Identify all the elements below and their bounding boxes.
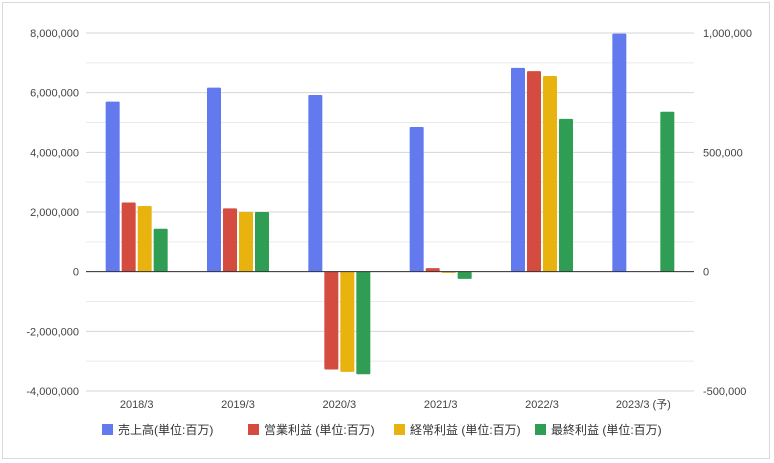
bar-4-1 [153,228,168,272]
bar-2-1 [121,202,136,272]
bar-1-2 [207,87,221,272]
x-tick-label: 2021/3 [424,399,458,411]
left-tick-label: -2,000,000 [26,326,79,338]
bar-2-4 [425,268,440,272]
bar-2-3 [324,271,339,370]
legend-swatch [535,424,546,435]
bar-3-3 [340,271,355,372]
bar-2-5 [527,71,541,272]
right-tick-label: 1,000,000 [703,28,752,40]
right-tick-label: 0 [703,267,709,279]
x-axis-ticks: 2018/3 2019/3 2020/3 2021/3 2022/3 2023/3 (予) [120,398,671,411]
bar-3-5 [543,75,557,272]
legend-label: 最終利益 (単位:百万) [551,422,662,437]
left-tick-label: -4,000,000 [26,386,79,398]
bar-1-6 [612,33,627,272]
legend-label: 売上高(単位:百万) [118,422,213,437]
x-tick-label: 2022/3 [525,399,559,411]
bar-4-2 [255,212,269,272]
bar-4-4 [457,271,472,279]
right-axis-ticks: 1,000,000 500,000 0 -500,000 [703,28,752,398]
x-tick-label: 2018/3 [120,399,154,411]
left-tick-label: 6,000,000 [30,88,79,100]
bar-1-1 [105,101,120,272]
bar-3-1 [137,206,152,272]
legend-label: 営業利益 (単位:百万) [264,422,375,437]
legend: 売上高(単位:百万) 営業利益 (単位:百万) 経常利益 (単位:百万) 最終利益 (… [102,422,662,437]
x-tick-label: 2023/3 (予) [616,398,671,411]
left-tick-label: 8,000,000 [30,28,79,40]
legend-swatch [248,424,259,435]
left-tick-label: 2,000,000 [30,207,79,219]
bar-2-2 [223,208,237,272]
bar-1-4 [409,126,424,272]
bar-4-3 [356,271,371,375]
bar-4-5 [559,118,573,272]
grid-lines [86,32,694,392]
bar-1-5 [511,67,525,272]
bars [105,33,675,375]
legend-swatch [394,424,405,435]
bar-3-2 [239,212,253,272]
left-tick-label: 4,000,000 [30,147,79,159]
x-tick-label: 2020/3 [323,399,357,411]
legend-label: 経常利益 (単位:百万) [410,422,521,437]
left-tick-label: 0 [73,267,79,279]
left-axis-ticks: 8,000,000 6,000,000 4,000,000 2,000,000 0 -2,… [26,28,79,398]
right-tick-label: 500,000 [703,147,743,159]
bar-1-3 [308,95,323,272]
right-tick-label: -500,000 [703,386,746,398]
legend-swatch [102,424,113,435]
x-tick-label: 2019/3 [221,399,255,411]
bar-4-6 [660,111,675,272]
